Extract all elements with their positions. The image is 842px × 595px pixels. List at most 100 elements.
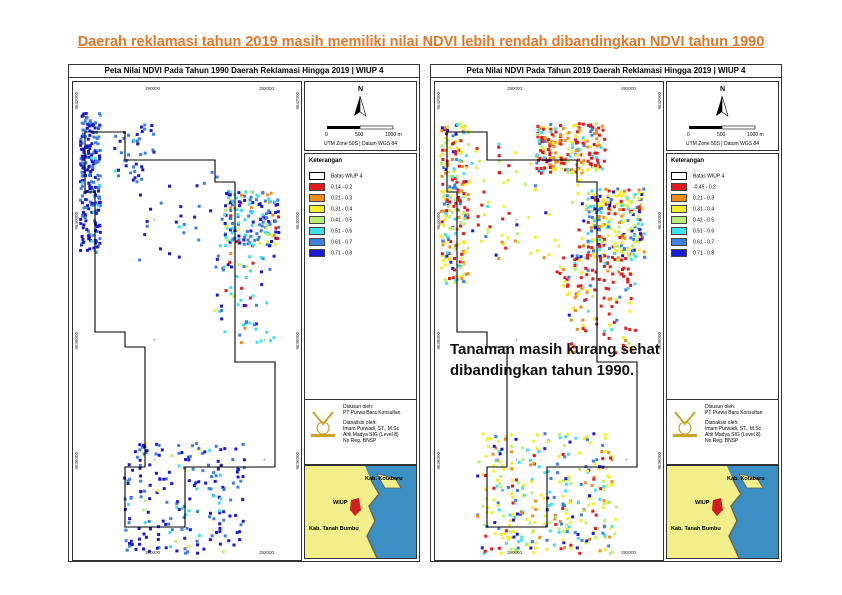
ndvi-pixel (512, 550, 516, 554)
ndvi-pixel (599, 304, 603, 308)
ndvi-pixel (579, 513, 583, 517)
ndvi-pixel (611, 245, 615, 249)
ndvi-pixel (243, 235, 247, 239)
ndvi-pixel (576, 141, 580, 144)
ndvi-pixel (538, 142, 542, 146)
ndvi-pixel (489, 436, 493, 440)
ndvi-pixel (94, 209, 98, 212)
ndvi-pixel (79, 180, 82, 184)
ndvi-pixel (231, 481, 235, 485)
ndvi-pixel (598, 254, 602, 258)
ndvi-pixel (454, 140, 458, 144)
ndvi-pixel (557, 527, 561, 531)
ndvi-pixel (573, 531, 577, 535)
ndvi-pixel (455, 148, 459, 152)
ndvi-pixel (239, 298, 243, 302)
ndvi-pixel (80, 170, 84, 174)
ndvi-pixel (461, 212, 465, 216)
ndvi-pixel (98, 237, 102, 241)
ndvi-pixel (514, 437, 518, 441)
ndvi-pixel (536, 135, 540, 139)
ndvi-pixel (605, 223, 609, 227)
ndvi-pixel (167, 522, 171, 526)
ndvi-pixel (483, 549, 487, 553)
ndvi-pixel (238, 263, 241, 267)
ndvi-pixel (185, 526, 189, 530)
ndvi-pixel (628, 252, 632, 256)
ndvi-pixel (237, 191, 241, 195)
ndvi-pixel (448, 256, 452, 260)
ndvi-pixel (529, 463, 533, 467)
ndvi-pixel (253, 238, 257, 242)
ndvi-pixel (141, 168, 145, 172)
ndvi-pixel (607, 212, 611, 216)
ndvi-pixel (624, 257, 628, 260)
ndvi-pixel (580, 171, 584, 175)
ndvi-pixel (196, 510, 200, 514)
ndvi-pixel (188, 497, 192, 501)
ndvi-pixel (209, 209, 213, 213)
ndvi-pixel (90, 201, 94, 205)
ndvi-pixel (453, 268, 456, 272)
scale-label: 500 (355, 132, 364, 138)
ndvi-pixel (544, 523, 548, 527)
ndvi-pixel (563, 455, 567, 459)
ndvi-pixel (600, 450, 604, 453)
ndvi-pixel (466, 142, 470, 146)
ndvi-pixel (265, 330, 269, 334)
ndvi-pixel (459, 125, 463, 129)
ndvi-pixel (598, 165, 602, 169)
ndvi-pixel (244, 304, 248, 308)
ndvi-pixel (95, 137, 99, 140)
ndvi-pixel (466, 193, 470, 197)
ndvi-pixel (635, 206, 639, 210)
ndvi-pixel (515, 223, 519, 227)
ndvi-pixel (88, 184, 92, 188)
ndvi-pixel (237, 200, 241, 204)
ndvi-pixel (123, 159, 127, 163)
ndvi-pixel (466, 272, 470, 276)
ndvi-pixel (144, 451, 148, 455)
ndvi-pixel (607, 207, 611, 211)
ndvi-pixel (444, 171, 448, 175)
ndvi-pixel (577, 153, 581, 157)
ndvi-pixel (598, 188, 602, 192)
ndvi-pixel (573, 309, 577, 312)
ndvi-pixel (587, 215, 591, 219)
ndvi-pixel (581, 141, 585, 145)
ndvi-pixel (95, 225, 99, 229)
credit-box: Disusun oleh: PT Purwa Bara Konsultan Di… (304, 399, 417, 465)
ndvi-pixel (224, 244, 228, 248)
ndvi-pixel (626, 252, 630, 256)
ndvi-pixel (237, 228, 241, 231)
ndvi-pixel (573, 262, 577, 266)
ndvi-pixel (237, 204, 241, 208)
ndvi-pixel (563, 280, 567, 283)
ndvi-pixel (574, 436, 578, 440)
ndvi-pixel (516, 232, 520, 236)
ndvi-pixel (79, 140, 83, 144)
ndvi-pixel (576, 192, 580, 196)
ndvi-pixel (637, 205, 641, 209)
ndvi-pixel (579, 519, 583, 523)
ndvi-pixel (492, 444, 496, 448)
ndvi-pixel (96, 203, 100, 207)
ndvi-pixel (249, 195, 253, 199)
ndvi-pixel (633, 234, 636, 238)
ndvi-pixel (552, 543, 556, 547)
ndvi-pixel (592, 143, 596, 146)
ndvi-pixel (588, 537, 592, 541)
ndvi-pixel (228, 260, 232, 264)
ndvi-pixel (215, 175, 219, 179)
ndvi-pixel (554, 168, 557, 171)
ndvi-pixel (554, 515, 558, 519)
ndvi-pixel (450, 210, 454, 214)
ndvi-pixel (631, 213, 635, 217)
ndvi-pixel (506, 236, 510, 240)
ndvi-pixel (448, 185, 452, 189)
ndvi-pixel (251, 201, 255, 205)
ndvi-pixel (543, 447, 547, 451)
ndvi-pixel (442, 223, 446, 227)
ndvi-pixel (138, 258, 142, 262)
ndvi-pixel (599, 206, 603, 210)
